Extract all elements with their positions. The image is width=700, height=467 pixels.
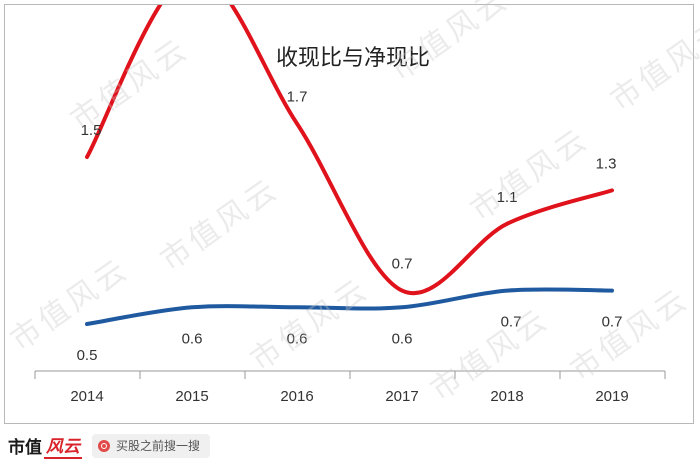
search-icon — [98, 439, 110, 452]
brand-mark: 风云 — [44, 432, 82, 459]
data-labels: 1.52.61.70.71.11.30.50.60.60.60.70.7 — [77, 89, 623, 364]
data-label: 0.7 — [392, 256, 413, 273]
series-layer — [85, 5, 614, 326]
data-label: 0.5 — [77, 347, 98, 364]
brand-name: 市值 — [8, 438, 42, 458]
data-label: 0.7 — [602, 314, 623, 331]
x-tick-label: 2016 — [280, 388, 313, 405]
x-tick-label: 2015 — [175, 388, 208, 405]
chart-title: 收现比与净现比 — [276, 46, 430, 71]
data-label: 0.6 — [287, 330, 308, 347]
series-line-net-cash — [85, 287, 614, 326]
search-box[interactable]: 买股之前搜一搜 — [92, 433, 211, 458]
data-label: 0.6 — [182, 330, 203, 347]
x-tick-label: 2019 — [595, 388, 628, 405]
data-label: 1.5 — [81, 122, 102, 139]
x-tick-label: 2018 — [490, 388, 523, 405]
search-text: 买股之前搜一搜 — [116, 439, 201, 453]
x-tick-label: 2017 — [385, 388, 418, 405]
series-line-revenue-cash — [85, 5, 614, 296]
x-tick-label: 2014 — [70, 388, 103, 405]
data-label: 0.7 — [501, 314, 522, 331]
data-label: 1.1 — [497, 189, 518, 206]
brand-logo: 市值 风云 — [8, 432, 82, 459]
data-label: 1.7 — [287, 89, 308, 106]
data-label: 0.6 — [392, 330, 413, 347]
footer: 市值 风云 买股之前搜一搜 — [0, 424, 700, 467]
x-axis: 2014 2015 2016 2017 2018 2019 — [34, 370, 666, 405]
data-label: 1.3 — [596, 155, 617, 172]
